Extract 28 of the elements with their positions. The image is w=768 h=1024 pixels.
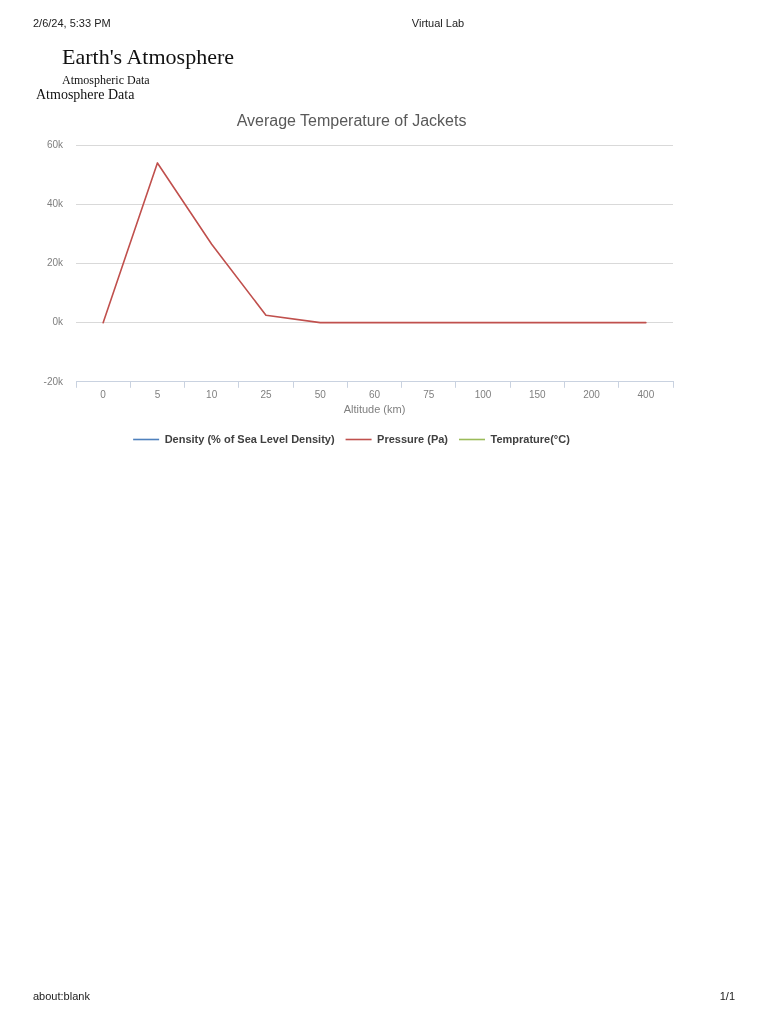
legend-label: Temprature(°C) bbox=[490, 432, 571, 445]
y-tick-label: -20k bbox=[43, 375, 64, 387]
y-tick-label: 20k bbox=[46, 257, 64, 269]
x-tick-label: 5 bbox=[154, 388, 161, 400]
x-tick-label: 25 bbox=[260, 388, 272, 400]
y-tick-label: 40k bbox=[46, 198, 64, 210]
x-tick-label: 150 bbox=[528, 388, 547, 400]
x-tick-label: 0 bbox=[100, 388, 107, 400]
y-tick-label: 60k bbox=[46, 138, 64, 150]
text: Virtual Lab bbox=[411, 17, 465, 31]
text: 2/6/24, 5:33 PM bbox=[33, 17, 111, 31]
x-tick-label: 10 bbox=[206, 388, 218, 400]
x-tick-label: 50 bbox=[314, 388, 327, 400]
text: Earth's Atmosphere bbox=[62, 44, 234, 71]
legend-label: Pressure (Pa) bbox=[377, 432, 449, 445]
x-tick-label: 400 bbox=[637, 388, 655, 400]
x-tick-label: 100 bbox=[474, 388, 492, 400]
x-tick-label: 200 bbox=[583, 388, 601, 400]
text: 1/1 bbox=[719, 990, 735, 1004]
y-tick-label: 0k bbox=[52, 316, 64, 328]
x-axis-title: Altitude (km) bbox=[343, 403, 406, 416]
x-tick-label: 60 bbox=[368, 388, 381, 400]
x-tick-label: 75 bbox=[423, 388, 435, 400]
text: Atmosphere Data bbox=[36, 87, 135, 104]
chart-title: Average Temperature of Jackets bbox=[236, 112, 467, 130]
text: about:blank bbox=[33, 990, 90, 1004]
legend-label: Density (% of Sea Level Density) bbox=[164, 432, 335, 445]
text: Atmospheric Data bbox=[62, 73, 150, 88]
